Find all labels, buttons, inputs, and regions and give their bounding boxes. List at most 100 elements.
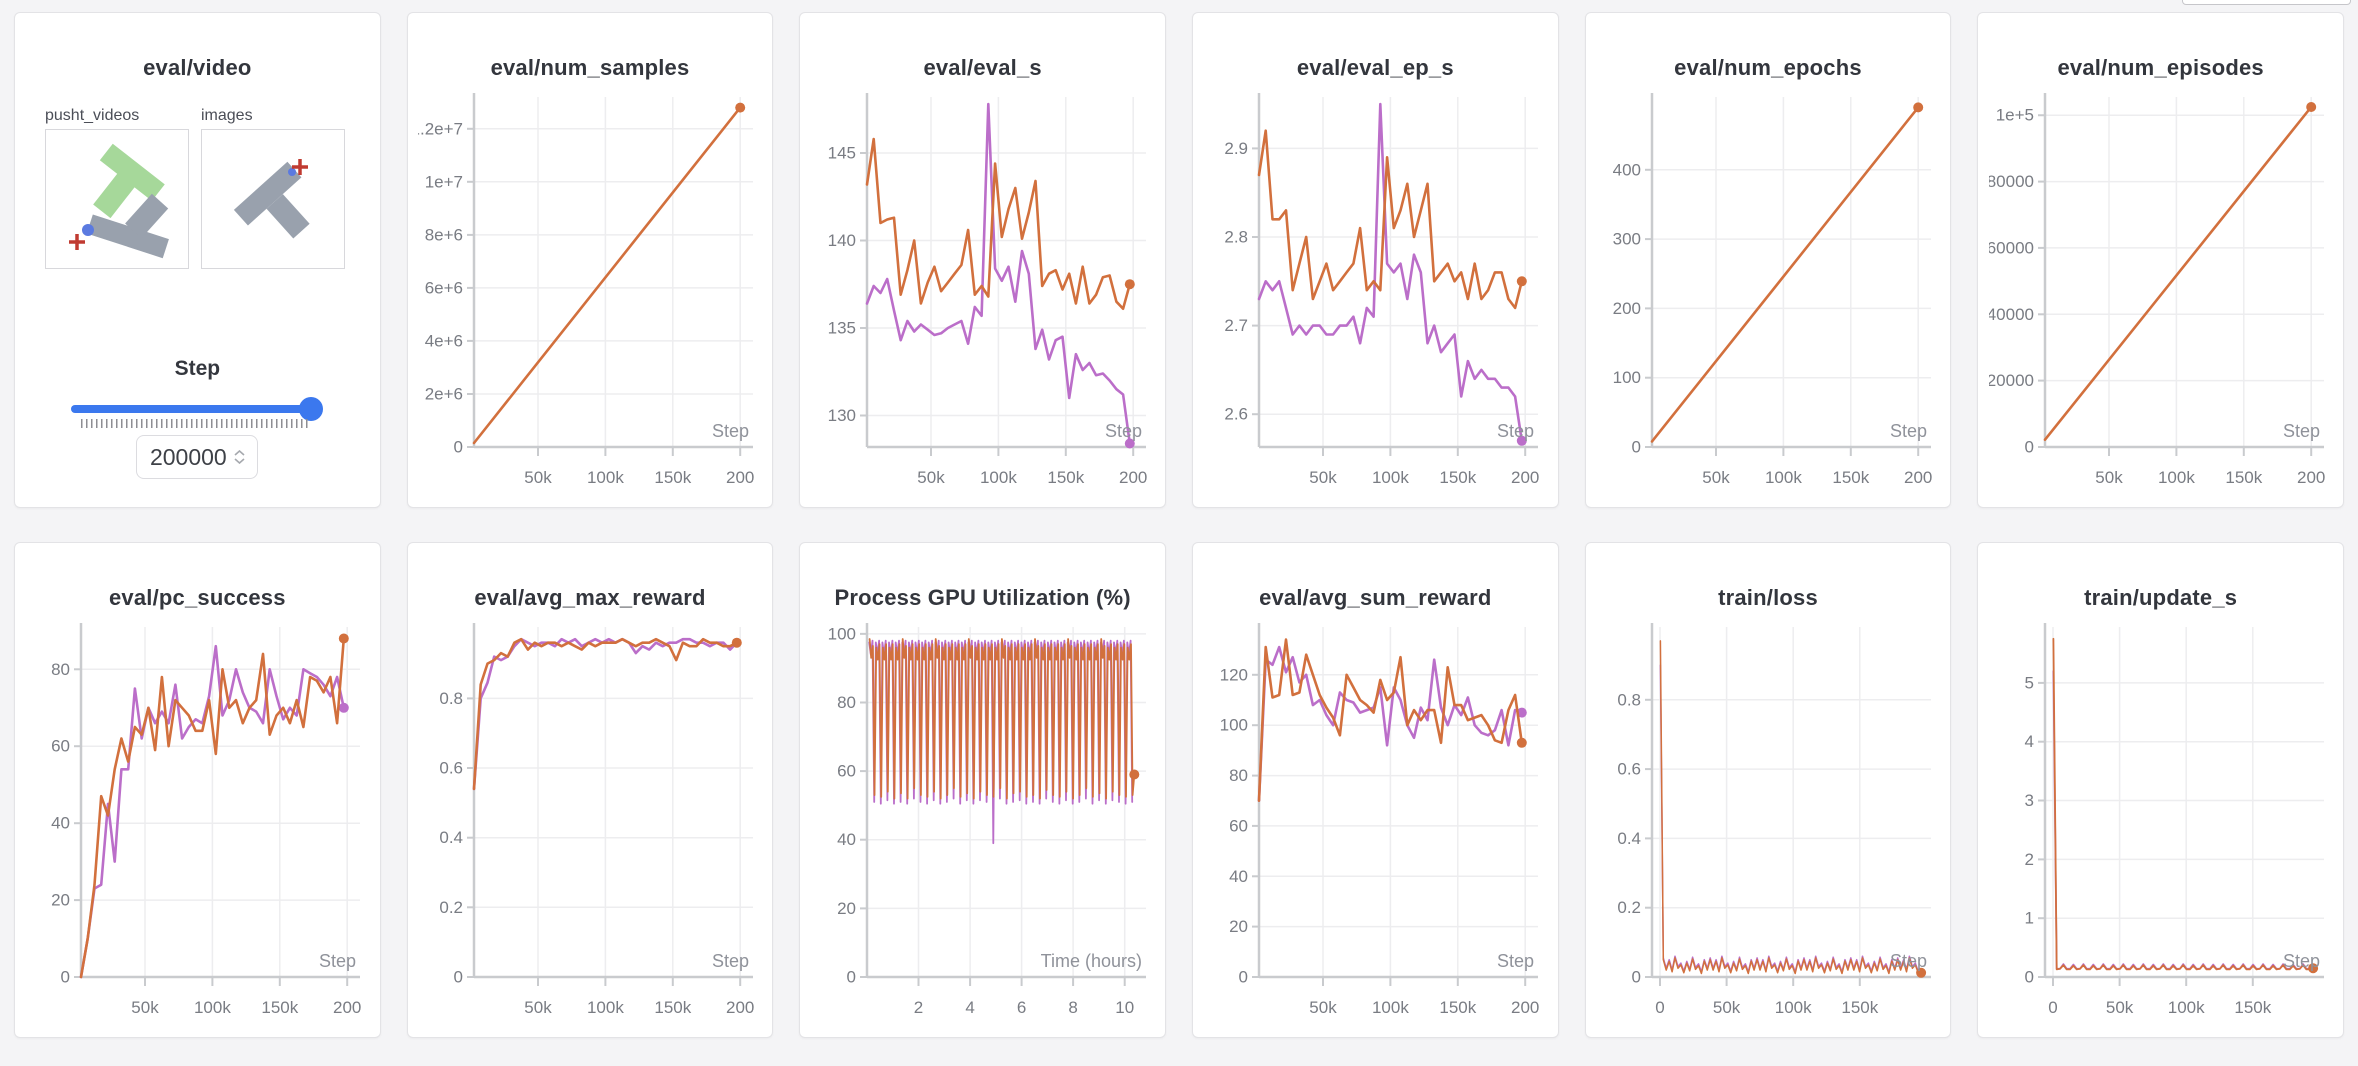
step-value-input[interactable]: 200000 [136, 435, 259, 479]
svg-text:20000: 20000 [1989, 371, 2034, 390]
svg-text:20: 20 [51, 891, 70, 910]
panel-eval-eval-s: eval/eval_s 130 135 140 145 50k 100k 150k 200 St… [799, 12, 1166, 508]
svg-text:200: 200 [333, 998, 361, 1017]
svg-text:60: 60 [1229, 816, 1248, 835]
stepper-up-icon[interactable] [234, 450, 245, 456]
svg-text:Step: Step [1497, 951, 1534, 971]
step-slider[interactable] [71, 397, 323, 421]
svg-text:Step: Step [712, 951, 749, 971]
svg-text:100k: 100k [2167, 998, 2204, 1017]
chart-train-loss[interactable]: 0 0.2 0.4 0.6 0.8 0 50k 100k 150k Step [1596, 619, 1940, 1023]
svg-text:150k: 150k [1832, 468, 1869, 487]
pusht-video-thumbnail[interactable] [45, 129, 189, 269]
svg-text:1: 1 [2024, 909, 2033, 928]
svg-text:0: 0 [846, 968, 855, 987]
panel-eval-avg-sum-reward: eval/avg_sum_reward 0 20 40 60 80 100 120 50k 10… [1191, 542, 1559, 1038]
chart-eval-num-epochs[interactable]: 0 100 200 300 400 50k 100k 150k 200 Step [1596, 89, 1940, 493]
svg-text:400: 400 [1613, 160, 1641, 179]
chart-eval-avg-max-reward[interactable]: 0 0.2 0.4 0.6 0.8 50k 100k 150k 200 Step [418, 619, 762, 1023]
svg-text:150k: 150k [262, 998, 299, 1017]
chart-eval-eval-s[interactable]: 130 135 140 145 50k 100k 150k 200 Step [811, 89, 1155, 493]
panel-eval-num-episodes: eval/num_episodes 0 20000 40000 60000 80000 1… [1977, 12, 2344, 508]
green-t-shape [93, 143, 165, 219]
svg-text:8e+6: 8e+6 [425, 225, 463, 244]
svg-text:50k: 50k [917, 468, 945, 487]
panel-eval-pc-success: eval/pc_success 0 20 40 60 80 50k 100k 150k 200 S… [14, 542, 381, 1038]
svg-text:8: 8 [1068, 998, 1077, 1017]
svg-text:50k: 50k [1310, 998, 1338, 1017]
panel-eval-num-samples: eval/num_samples 0 2e+6 4e+6 6e+6 8e+6 1e+7 1.… [406, 12, 774, 508]
chart-title: eval/pc_success [108, 585, 286, 610]
svg-text:0: 0 [1239, 968, 1248, 987]
video-right-label: images [201, 107, 253, 124]
svg-text:Step: Step [1890, 951, 1927, 971]
chart-eval-num-samples[interactable]: 0 2e+6 4e+6 6e+6 8e+6 1e+7 1.2e+7 50k 100k 150k 20… [418, 89, 762, 493]
svg-text:2.7: 2.7 [1225, 316, 1249, 335]
svg-text:80: 80 [51, 660, 70, 679]
stepper-down-icon[interactable] [234, 458, 245, 464]
chart-eval-avg-sum-reward[interactable]: 0 20 40 60 80 100 120 50k 100k 150k 200 Step [1203, 619, 1547, 1023]
svg-text:150k: 150k [1047, 468, 1084, 487]
svg-text:Step: Step [2283, 421, 2320, 441]
svg-text:100k: 100k [1372, 468, 1409, 487]
svg-text:80: 80 [1229, 766, 1248, 785]
chart-eval-eval-ep-s[interactable]: 2.6 2.7 2.8 2.9 50k 100k 150k 200 Step [1203, 89, 1547, 493]
chart-title: train/loss [1718, 585, 1818, 610]
svg-text:150k: 150k [1440, 468, 1477, 487]
svg-text:80000: 80000 [1989, 172, 2034, 191]
chart-train-update-s[interactable]: 0 1 2 3 4 5 0 50k 100k 150k Step [1989, 619, 2333, 1023]
chart-eval-pc-success[interactable]: 0 20 40 60 80 50k 100k 150k 200 Step [25, 619, 369, 1023]
svg-text:10: 10 [1115, 998, 1134, 1017]
svg-text:100k: 100k [587, 468, 624, 487]
svg-text:0.4: 0.4 [439, 828, 463, 847]
images-thumbnail[interactable] [201, 129, 345, 269]
svg-text:0.8: 0.8 [1617, 690, 1641, 709]
svg-text:2: 2 [2024, 850, 2033, 869]
svg-text:40000: 40000 [1989, 305, 2034, 324]
svg-text:200: 200 [1119, 468, 1147, 487]
step-slider-thumb[interactable] [299, 397, 323, 421]
svg-text:120: 120 [1220, 665, 1248, 684]
svg-text:4: 4 [2024, 732, 2033, 751]
svg-text:60000: 60000 [1989, 238, 2034, 257]
slider-tick-ruler [81, 419, 311, 428]
svg-text:150k: 150k [654, 468, 691, 487]
gray-t-shape [233, 161, 310, 239]
svg-text:100k: 100k [1775, 998, 1812, 1017]
svg-text:200: 200 [1511, 468, 1539, 487]
svg-text:50k: 50k [2106, 998, 2134, 1017]
panel-gpu-utilization: Process GPU Utilization (%) 0 20 40 60 80 100… [799, 542, 1166, 1038]
svg-text:200: 200 [2297, 468, 2325, 487]
svg-text:2.9: 2.9 [1225, 139, 1249, 158]
svg-text:5: 5 [2024, 673, 2033, 692]
svg-text:100k: 100k [587, 998, 624, 1017]
chart-gpu-utilization[interactable]: 0 20 40 60 80 100 2 4 6 8 10 Time (hours) [811, 619, 1155, 1023]
svg-text:0.2: 0.2 [439, 898, 463, 917]
svg-text:80: 80 [837, 693, 856, 712]
step-value[interactable]: 200000 [149, 443, 227, 470]
svg-text:50k: 50k [1310, 468, 1338, 487]
svg-text:100k: 100k [2158, 468, 2195, 487]
svg-text:100k: 100k [980, 468, 1017, 487]
images-scene-icon [233, 159, 310, 239]
svg-text:50k: 50k [1713, 998, 1741, 1017]
svg-text:40: 40 [837, 830, 856, 849]
chart-eval-num-episodes[interactable]: 0 20000 40000 60000 80000 1e+5 50k 100k 150k 200 S… [1989, 89, 2333, 493]
panel-eval-num-epochs: eval/num_epochs 0 100 200 300 400 50k 100k 150k… [1584, 12, 1952, 508]
chart-title: eval/eval_ep_s [1296, 55, 1454, 80]
svg-text:100k: 100k [194, 998, 231, 1017]
panel-eval-avg-max-reward: eval/avg_max_reward 0 0.2 0.4 0.6 0.8 50k 100k… [406, 542, 774, 1038]
step-slider-label: Step [174, 357, 221, 380]
svg-text:Step: Step [1497, 421, 1534, 441]
panel-eval-eval-ep-s: eval/eval_ep_s 2.6 2.7 2.8 2.9 50k 100k 150k 20… [1191, 12, 1559, 508]
svg-text:1.2e+7: 1.2e+7 [418, 119, 463, 138]
svg-text:200: 200 [1613, 299, 1641, 318]
svg-text:60: 60 [51, 737, 70, 756]
svg-text:4e+6: 4e+6 [425, 331, 463, 350]
agent-dot [82, 224, 94, 236]
svg-text:130: 130 [827, 406, 855, 425]
svg-text:60: 60 [837, 762, 856, 781]
svg-text:50k: 50k [524, 998, 552, 1017]
chart-title: Process GPU Utilization (%) [834, 585, 1131, 610]
svg-text:0: 0 [2048, 998, 2057, 1017]
